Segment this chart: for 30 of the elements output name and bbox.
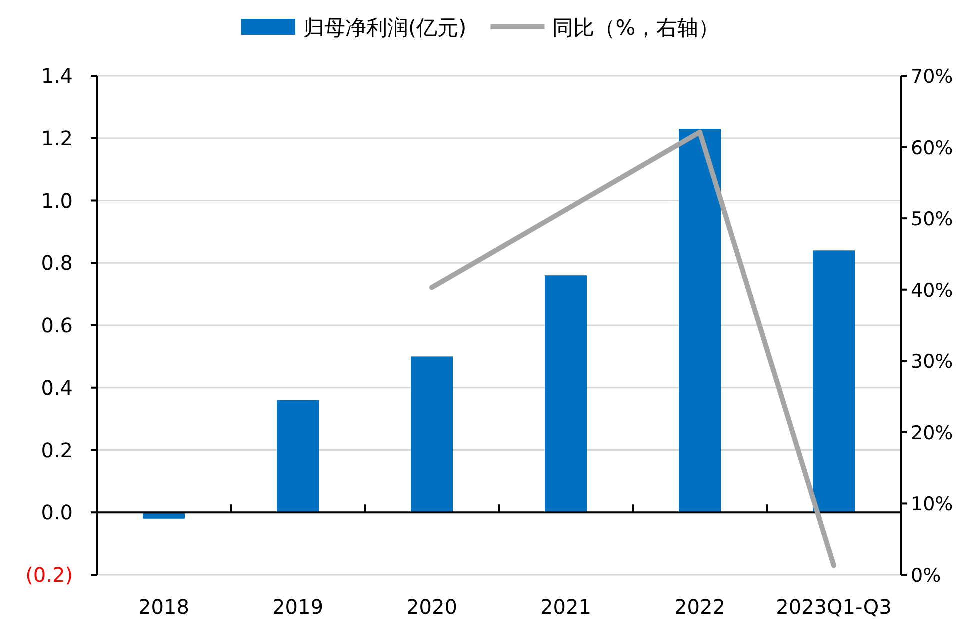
y2-tick-label: 0% (911, 565, 942, 587)
bar (545, 276, 587, 513)
y-tick-label: 0.2 (41, 438, 73, 462)
y-tick-label: 0.6 (41, 314, 73, 338)
x-tick-label: 2020 (406, 595, 458, 619)
y-tick-label: 0.4 (41, 376, 73, 400)
y-tick-label: 0.8 (41, 251, 73, 276)
bar (813, 250, 855, 513)
x-tick-label: 2022 (674, 595, 726, 619)
bar (679, 129, 721, 513)
x-tick-label: 2018 (138, 595, 190, 619)
y-tick-label: 1.0 (41, 188, 73, 213)
x-tick-label: 2019 (272, 595, 324, 619)
legend-label: 归母净利润(亿元) (303, 16, 467, 40)
y2-tick-label: 10% (911, 494, 954, 516)
bar (411, 356, 453, 513)
y-tick-label: 1.4 (41, 64, 73, 88)
y2-tick-label: 30% (911, 351, 954, 374)
bar (277, 400, 319, 513)
legend-label: 同比（%，右轴） (552, 16, 720, 40)
y2-tick-label: 60% (911, 137, 954, 160)
y-tick-label: 1.2 (41, 126, 73, 150)
y2-tick-label: 20% (911, 422, 954, 444)
y2-tick-label: 50% (911, 208, 954, 231)
y2-tick-label: 40% (911, 280, 954, 302)
x-tick-label: 2021 (540, 595, 592, 619)
y-tick-label: (0.2) (26, 563, 73, 587)
x-tick-label: 2023Q1-Q3 (776, 595, 892, 619)
y-tick-label: 0.0 (41, 500, 73, 525)
y2-tick-label: 70% (911, 66, 954, 88)
